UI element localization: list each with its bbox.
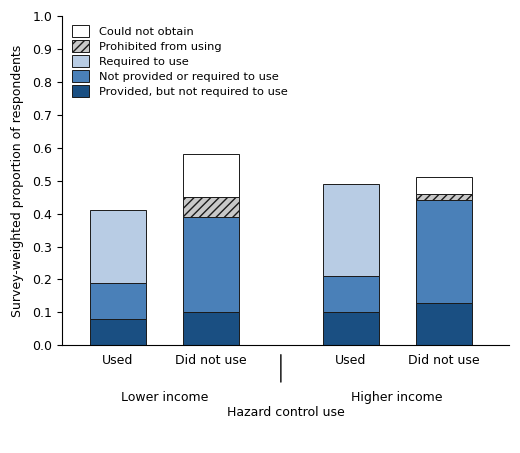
Bar xyxy=(183,154,239,197)
Text: Lower income: Lower income xyxy=(121,391,208,405)
Bar xyxy=(416,201,472,303)
X-axis label: Hazard control use: Hazard control use xyxy=(227,406,344,419)
Legend: Could not obtain, Prohibited from using, Required to use, Not provided or requir: Could not obtain, Prohibited from using,… xyxy=(72,25,287,97)
Bar xyxy=(90,210,146,283)
Bar xyxy=(90,283,146,319)
Bar xyxy=(323,313,379,345)
Bar xyxy=(183,313,239,345)
Bar xyxy=(183,217,239,313)
Bar xyxy=(183,197,239,217)
Text: Higher income: Higher income xyxy=(352,391,443,405)
Bar xyxy=(416,303,472,345)
Bar xyxy=(90,319,146,345)
Y-axis label: Survey-weighted proportion of respondents: Survey-weighted proportion of respondent… xyxy=(11,44,24,317)
Bar xyxy=(416,194,472,201)
Bar xyxy=(416,178,472,194)
Bar xyxy=(323,184,379,276)
Bar xyxy=(323,276,379,313)
